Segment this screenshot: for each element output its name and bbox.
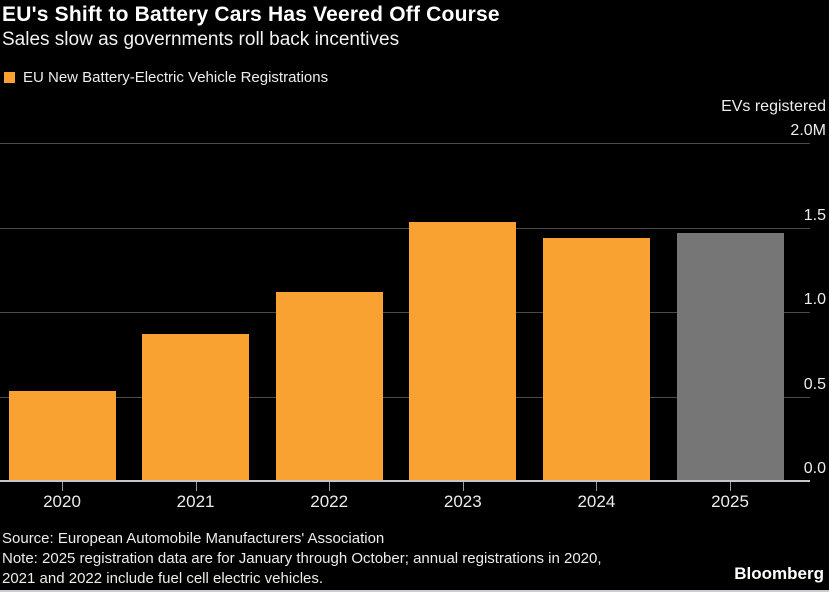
- bar-2024: [542, 237, 650, 481]
- x-axis-label-2021: 2021: [176, 492, 215, 511]
- x-axis-label-2020: 2020: [43, 492, 81, 511]
- y-tick-label-1.5: 1.5: [803, 206, 826, 224]
- bar-2023: [409, 222, 517, 481]
- x-tick-2025: [730, 482, 731, 491]
- gridline-0.5: [0, 396, 810, 398]
- x-tick-2020: [62, 482, 63, 491]
- bar-2021: [142, 333, 250, 481]
- x-tick-2022: [329, 482, 331, 491]
- plot-area: [0, 143, 810, 482]
- source-note-block: Source: European Automobile Manufacturer…: [2, 529, 602, 589]
- y-tick-label-1.0: 1.0: [803, 291, 826, 308]
- x-tick-2024: [596, 482, 598, 491]
- legend-label: EU New Battery-Electric Vehicle Registra…: [23, 69, 329, 86]
- x-axis-label-2024: 2024: [577, 492, 616, 511]
- x-axis-label-2023: 2023: [443, 492, 482, 511]
- note-line-1: Note: 2025 registration data are for Jan…: [2, 550, 602, 567]
- gridline-1.0: [0, 312, 810, 313]
- bar-2022: [275, 291, 383, 481]
- chart-subtitle: Sales slow as governments roll back ince…: [2, 29, 400, 50]
- note-line-2: 2021 and 2022 include fuel cell electric…: [2, 570, 324, 587]
- x-axis-label-2025: 2025: [711, 492, 749, 511]
- bar-2025: [676, 232, 784, 481]
- source-line: Source: European Automobile Manufacturer…: [2, 530, 385, 547]
- bloomberg-logo: Bloomberg: [734, 564, 824, 583]
- y-tick-label-0.5: 0.5: [803, 375, 826, 393]
- x-tick-2021: [195, 482, 197, 491]
- x-axis-line: [0, 480, 810, 482]
- legend: EU New Battery-Electric Vehicle Registra…: [4, 69, 328, 86]
- x-axis-label-2022: 2022: [310, 492, 349, 511]
- gridline-2.0M: [0, 143, 810, 144]
- legend-swatch-icon: [4, 72, 15, 83]
- y-tick-label-2.0M: 2.0M: [790, 122, 826, 139]
- bottom-edge-divider: [0, 590, 829, 592]
- y-tick-label-0.0: 0.0: [803, 460, 826, 477]
- y-axis-title: EVs registered: [721, 98, 826, 115]
- chart-title: EU's Shift to Battery Cars Has Veered Of…: [2, 3, 500, 26]
- x-tick-2023: [462, 482, 464, 491]
- gridline-1.5: [0, 227, 810, 229]
- bar-2020: [8, 391, 116, 481]
